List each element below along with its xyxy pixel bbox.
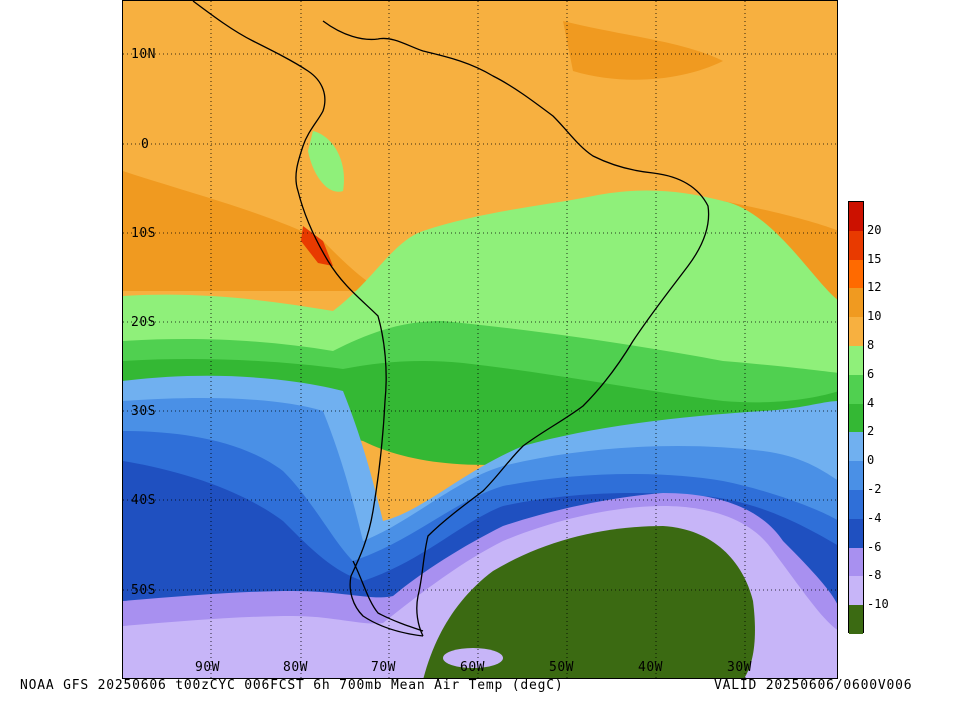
lon-label-80w: 80W [283, 660, 308, 675]
colorbar-segment [849, 346, 863, 376]
colorbar-label: -6 [867, 539, 882, 554]
colorbar-label: -4 [867, 510, 882, 525]
lat-label-50s: 50S [131, 583, 156, 598]
colorbar-segment [849, 576, 863, 606]
coastline-west [192, 1, 424, 637]
colorbar-segment [849, 317, 863, 347]
colorbar-label: -8 [867, 568, 882, 583]
map-panel: 10N 0 10S 20S 30S 40S 50S 90W 80W 70W 60… [122, 0, 838, 679]
colorbar-label: 20 [867, 222, 882, 237]
map-title: NOAA GFS 20250606 t00zCYC 006FCST 6h 700… [20, 678, 564, 693]
lat-label-40s: 40S [131, 493, 156, 508]
band-6-8-andes [308, 131, 344, 192]
colorbar-segment [849, 202, 863, 232]
colorbar-label: 6 [867, 366, 875, 381]
lat-label-10s: 10S [131, 226, 156, 241]
lat-label-10n: 10N [131, 47, 156, 62]
colorbar-label: -10 [867, 597, 889, 612]
band-below-minus10 [423, 526, 755, 678]
colorbar-segment [849, 288, 863, 318]
colorbar-label: 0 [867, 453, 875, 468]
colorbar-segment [849, 259, 863, 289]
colorbar-segment [849, 547, 863, 577]
colorbar-segment [849, 403, 863, 433]
lat-label-20s: 20S [131, 315, 156, 330]
coastlines [192, 1, 710, 637]
lon-label-60w: 60W [460, 660, 485, 675]
colorbar-label: 4 [867, 395, 875, 410]
colorbar-segment [849, 518, 863, 549]
colorbar-segment [849, 605, 863, 635]
colorbar-segment [849, 374, 863, 405]
band-10-12-north [563, 21, 723, 80]
colorbar-label: 2 [867, 424, 875, 439]
colorbar-label: -2 [867, 482, 882, 496]
lon-label-70w: 70W [371, 660, 396, 675]
valid-time: VALID 20250606/0600V006 [714, 678, 913, 693]
temperature-field [123, 1, 837, 678]
colorbar-label: 12 [867, 280, 882, 295]
lon-label-30w: 30W [727, 660, 752, 675]
colorbar-label: 15 [867, 251, 882, 266]
colorbar-segment [849, 230, 863, 261]
colorbar-segment [849, 432, 863, 462]
coastline-patagonia [352, 560, 424, 632]
lon-label-40w: 40W [638, 660, 663, 675]
lon-label-90w: 90W [195, 660, 220, 675]
lon-label-50w: 50W [549, 660, 574, 675]
coastline-east [322, 20, 710, 637]
colorbar-segment [849, 490, 863, 520]
colorbar-label: 10 [867, 309, 882, 324]
band-patch-lavender [443, 648, 503, 668]
lat-label-0: 0 [141, 137, 150, 152]
colorbar-label: 8 [867, 338, 875, 352]
colorbar-segment [849, 461, 863, 491]
colorbar [848, 201, 864, 635]
lat-label-30s: 30S [131, 404, 156, 419]
graticule [123, 1, 837, 678]
